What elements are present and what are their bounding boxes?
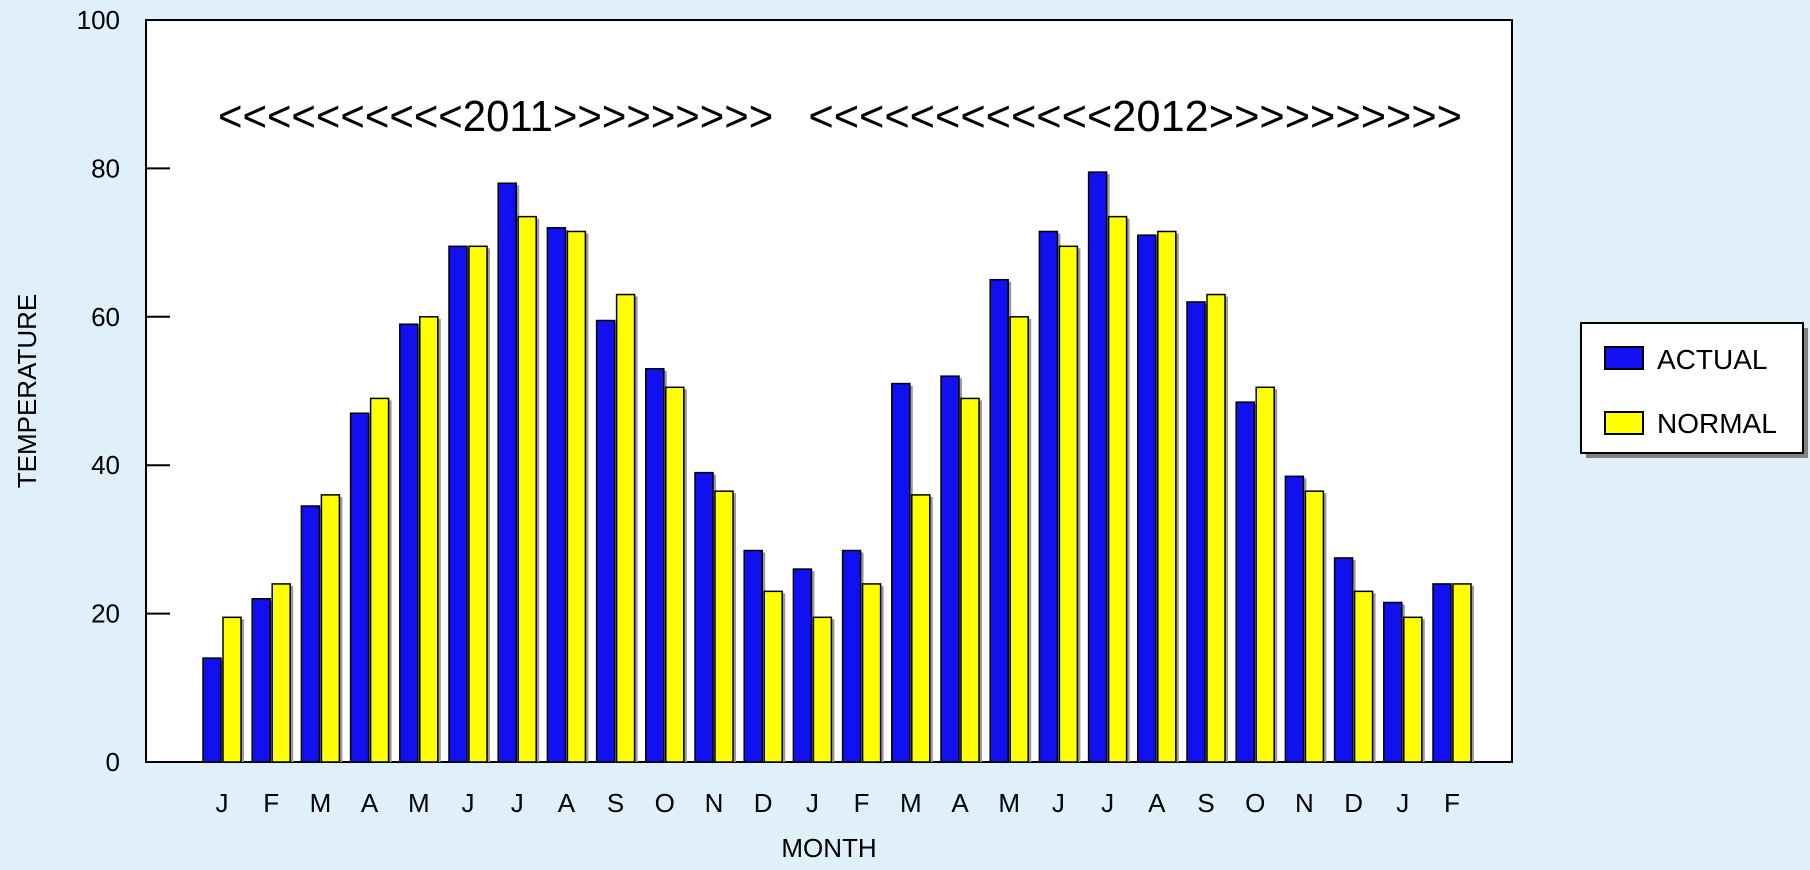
x-tick-label: J (216, 788, 229, 818)
bar-actual (645, 367, 665, 763)
bar-normal (1403, 616, 1423, 763)
bar-actual (1137, 234, 1157, 763)
bar-actual (1284, 475, 1305, 763)
x-tick-label: F (1444, 788, 1460, 818)
bar-normal (419, 316, 439, 763)
bar-actual (349, 412, 370, 763)
x-tick-label: N (705, 788, 724, 818)
y-tick-label: 0 (106, 747, 120, 777)
bar-actual (1333, 557, 1354, 763)
bar-normal (1255, 386, 1275, 763)
bar-actual (251, 598, 271, 763)
bar-normal (1157, 230, 1177, 763)
bar-actual (1432, 583, 1452, 763)
y-tick-label: 40 (91, 450, 120, 480)
y-tick-label: 20 (91, 599, 120, 629)
bar-normal (222, 616, 242, 763)
y-tick-label: 100 (77, 5, 120, 35)
bar-normal (1107, 215, 1128, 763)
annotations-group: <<<<<<<<<<2011>>>>>>>>> <<<<<<<<<<<<2012>… (218, 92, 1462, 141)
bar-actual (399, 323, 419, 763)
bar-actual (792, 568, 813, 763)
x-tick-label: J (511, 788, 524, 818)
bar-normal (517, 215, 537, 763)
bar-actual (1087, 171, 1108, 763)
bar-actual (1235, 401, 1255, 763)
bars-group (202, 171, 1474, 763)
legend-swatch-actual (1604, 346, 1644, 370)
bar-actual (1038, 230, 1059, 763)
x-tick-label: O (1245, 788, 1265, 818)
bar-actual (497, 182, 517, 763)
bar-actual (1186, 301, 1206, 763)
x-tick-label: F (263, 788, 279, 818)
x-tick-label: A (1148, 788, 1166, 818)
bar-normal (861, 583, 882, 763)
bar-actual (300, 505, 321, 763)
bar-actual (841, 549, 862, 763)
bar-normal (1353, 590, 1374, 763)
x-tick-label: F (854, 788, 870, 818)
x-tick-label: J (462, 788, 475, 818)
x-tick-label: O (655, 788, 675, 818)
x-tick-label: J (1101, 788, 1114, 818)
x-tick-label: M (998, 788, 1020, 818)
x-tick-label: J (806, 788, 819, 818)
x-tick-label: S (1197, 788, 1214, 818)
bar-actual (940, 375, 960, 763)
bar-normal (369, 397, 390, 763)
bar-normal (1009, 316, 1029, 763)
year-annotation: <<<<<<<<<<2011>>>>>>>>> (218, 92, 773, 141)
bar-actual (694, 471, 714, 763)
x-tick-label: J (1052, 788, 1065, 818)
bar-normal (1206, 293, 1226, 763)
year-annotation: <<<<<<<<<<<<2012>>>>>>>>>> (808, 92, 1462, 141)
x-tick-label: A (361, 788, 379, 818)
bar-normal (1304, 490, 1325, 763)
bar-normal (665, 386, 685, 763)
bar-actual (448, 245, 468, 763)
bar-normal (271, 583, 291, 763)
x-tick-label: N (1295, 788, 1314, 818)
x-tick-label: J (1396, 788, 1409, 818)
bar-normal (812, 616, 833, 763)
x-tick-label: D (1344, 788, 1363, 818)
x-tick-label: A (558, 788, 576, 818)
bar-actual (202, 657, 222, 763)
bar-normal (468, 245, 488, 763)
x-tick-label: M (900, 788, 922, 818)
bar-actual (595, 319, 616, 763)
y-tick-label: 60 (91, 302, 120, 332)
bar-actual (546, 227, 567, 763)
bar-actual (743, 549, 763, 763)
legend-swatch-normal (1604, 411, 1644, 435)
x-axis-label: MONTH (781, 833, 876, 863)
bar-normal (1452, 583, 1472, 763)
bar-normal (566, 230, 587, 763)
x-tick-label: D (754, 788, 773, 818)
bar-normal (763, 590, 783, 763)
x-tick-label: A (951, 788, 969, 818)
x-tick-label: M (310, 788, 332, 818)
bar-actual (891, 382, 911, 763)
bar-normal (1058, 245, 1079, 763)
bar-normal (960, 397, 980, 763)
y-axis: 0 20 40 60 80 100 (77, 5, 170, 777)
bar-normal (714, 490, 734, 763)
bar-normal (320, 494, 341, 763)
bar-normal (911, 494, 931, 763)
legend-label-normal: NORMAL (1657, 408, 1777, 439)
y-tick-label: 80 (91, 153, 120, 183)
x-tick-label: S (607, 788, 624, 818)
y-axis-label: TEMPERATURE (12, 294, 42, 489)
bar-normal (615, 293, 636, 763)
bar-actual (1383, 601, 1403, 763)
legend-label-actual: ACTUAL (1657, 344, 1767, 375)
bar-actual (989, 278, 1009, 763)
x-tick-label: M (408, 788, 430, 818)
legend: ACTUAL NORMAL (1580, 322, 1808, 458)
